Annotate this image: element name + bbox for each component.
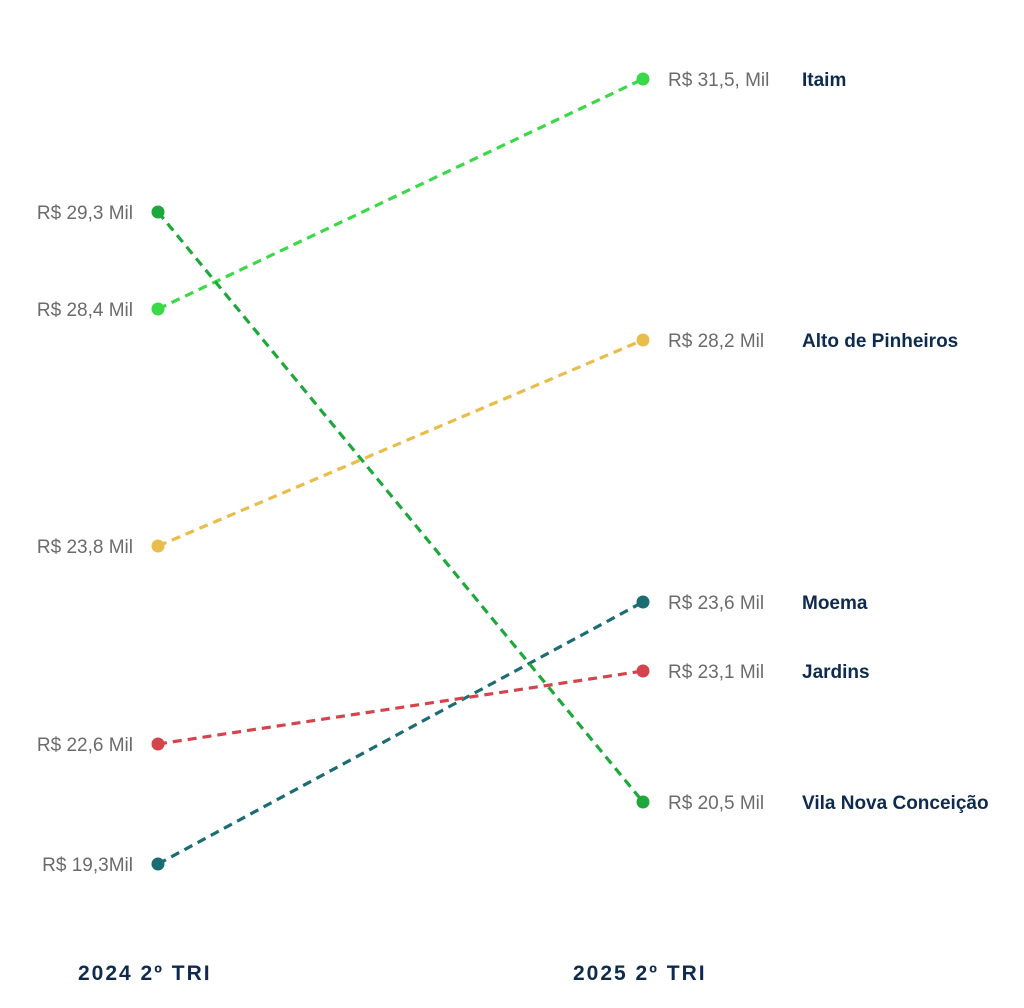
- value-label-2024-alto-de-pinheiros: R$ 23,8 Mil: [37, 537, 133, 558]
- value-label-2025-itaim: R$ 31,5, Mil: [668, 70, 769, 91]
- point-2024-moema: [151, 857, 165, 871]
- value-label-2025-jardins: R$ 23,1 Mil: [668, 662, 764, 683]
- value-label-2025-alto-de-pinheiros: R$ 28,2 Mil: [668, 331, 764, 352]
- value-label-2024-moema: R$ 19,3Mil: [42, 855, 133, 876]
- point-2025-moema: [636, 595, 650, 609]
- point-2025-itaim: [636, 72, 650, 86]
- series-name-alto-de-pinheiros: Alto de Pinheiros: [802, 331, 958, 352]
- point-2025-vila-nova-conceicao: [636, 795, 650, 809]
- value-label-2024-itaim: R$ 28,4 Mil: [37, 300, 133, 321]
- slope-line-vila-nova-conceicao: [156, 210, 645, 804]
- point-2024-jardins: [151, 737, 165, 751]
- point-2024-itaim: [151, 302, 165, 316]
- point-2024-vila-nova-conceicao: [151, 205, 165, 219]
- value-label-2025-vila-nova-conceicao: R$ 20,5 Mil: [668, 793, 764, 814]
- value-label-2025-moema: R$ 23,6 Mil: [668, 593, 764, 614]
- value-label-2024-vila-nova-conceicao: R$ 29,3 Mil: [37, 203, 133, 224]
- series-name-moema: Moema: [802, 593, 868, 614]
- period-label-2025: 2025 2º TRI: [573, 962, 707, 985]
- period-label-2024: 2024 2º TRI: [78, 962, 212, 985]
- slope-line-itaim: [157, 77, 644, 311]
- value-label-2024-jardins: R$ 22,6 Mil: [37, 735, 133, 756]
- slope-line-jardins: [157, 669, 644, 746]
- slope-line-alto-de-pinheiros: [157, 338, 644, 548]
- point-2025-alto-de-pinheiros: [636, 333, 650, 347]
- point-2025-jardins: [636, 664, 650, 678]
- series-name-jardins: Jardins: [802, 662, 870, 683]
- slope-line-moema: [157, 600, 644, 866]
- point-2024-alto-de-pinheiros: [151, 539, 165, 553]
- series-name-vila-nova-conceicao: Vila Nova Conceição: [802, 793, 989, 814]
- series-name-itaim: Itaim: [802, 70, 846, 91]
